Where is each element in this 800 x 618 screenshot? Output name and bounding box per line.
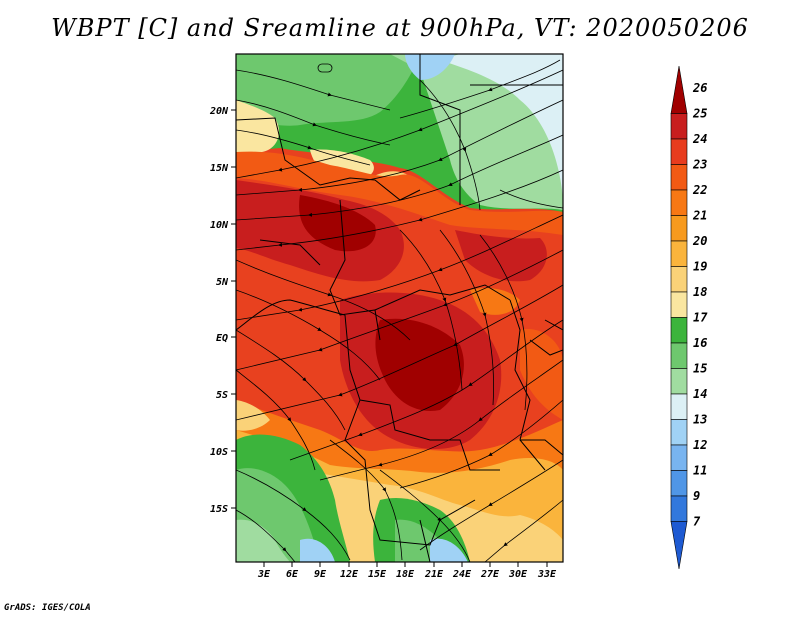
colorbar-label: 11 — [693, 464, 707, 478]
colorbar-swatch — [670, 521, 688, 570]
colorbar-label: 14 — [693, 387, 707, 401]
colorbar-swatch — [670, 342, 688, 369]
colorbar-swatch — [670, 164, 688, 191]
lon-tick-label: 30E — [508, 569, 528, 580]
lon-tick-label: 3E — [257, 569, 271, 580]
lon-axis: 3E 6E 9E 12E 15E 18E 21E 24E 27E 30E 33E — [257, 569, 557, 580]
colorbar-swatch — [670, 266, 688, 293]
chart-title: WBPT [C] and Sreamline at 900hPa, VT: 20… — [51, 14, 749, 42]
lat-tick-label: 10S — [210, 447, 228, 458]
colorbar-label: 9 — [693, 489, 700, 503]
lon-tick-label: 24E — [452, 569, 472, 580]
colorbar-swatch — [670, 368, 688, 395]
colorbar-label: 12 — [693, 438, 707, 452]
colorbar-label: 15 — [693, 362, 707, 376]
lon-tick-label: 33E — [537, 569, 557, 580]
lat-tick-label: 15N — [210, 163, 229, 174]
colorbar-swatch — [670, 138, 688, 165]
lat-tick-label: EQ — [216, 333, 228, 344]
colorbar-swatch — [670, 444, 688, 471]
colorbar: 26 25 24 23 22 21 20 19 18 17 16 15 14 13 12 11 9 7 — [670, 65, 708, 570]
colorbar-label: 13 — [693, 413, 707, 427]
lon-tick-label: 12E — [340, 569, 359, 580]
map-frame — [235, 53, 564, 563]
lon-tick-label: 18E — [396, 569, 415, 580]
lat-axis: 20N 15N 10N 5N EQ 5S 10S 15S — [209, 106, 229, 515]
lat-tick-label: 15S — [210, 504, 228, 515]
map-panel — [236, 54, 563, 562]
colorbar-label: 24 — [692, 132, 707, 146]
colorbar-label: 22 — [692, 183, 707, 197]
colorbar-label: 7 — [693, 515, 701, 529]
colorbar-swatch — [670, 291, 688, 318]
colorbar-swatch — [670, 215, 688, 242]
country-borders — [236, 54, 563, 562]
colorbar-swatch — [670, 419, 688, 446]
colorbar-label: 16 — [693, 336, 707, 350]
lat-tick-label: 20N — [209, 106, 229, 117]
colorbar-label: 26 — [692, 81, 707, 95]
colorbar-swatch — [670, 393, 688, 420]
colorbar-swatch — [670, 65, 688, 114]
lon-tick-label: 6E — [286, 569, 299, 580]
colorbar-swatch — [670, 470, 688, 497]
lon-tick-label: 15E — [368, 569, 387, 580]
colorbar-label: 21 — [692, 209, 707, 223]
colorbar-label: 17 — [693, 311, 708, 325]
footer-credit: GrADS: IGES/COLA — [4, 603, 91, 613]
colorbar-label: 20 — [692, 234, 707, 248]
lon-tick-label: 21E — [424, 569, 444, 580]
colorbar-swatch — [670, 189, 688, 216]
colorbar-swatch — [670, 495, 688, 522]
lat-tick-label: 5S — [216, 390, 228, 401]
lon-tick-label: 9E — [314, 569, 327, 580]
colorbar-swatch — [670, 240, 688, 267]
colorbar-label: 19 — [693, 260, 707, 274]
colorbar-swatch — [670, 113, 688, 140]
colorbar-label: 23 — [692, 158, 707, 172]
colorbar-swatch — [670, 317, 688, 344]
lon-tick-label: 27E — [480, 569, 500, 580]
colorbar-label: 25 — [692, 107, 707, 121]
colorbar-label: 18 — [693, 285, 707, 299]
lat-tick-label: 10N — [210, 220, 229, 231]
lat-tick-label: 5N — [216, 277, 229, 288]
